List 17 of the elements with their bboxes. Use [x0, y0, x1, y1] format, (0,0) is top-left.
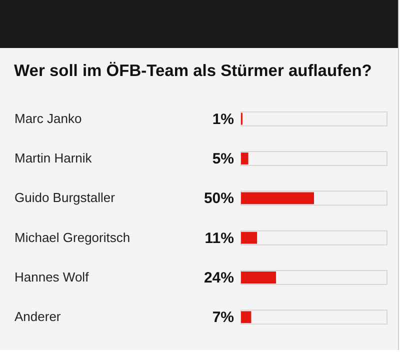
data-label: 1%: [212, 110, 234, 128]
y-tick-label: Martin Harnik: [14, 150, 92, 166]
data-label: 11%: [204, 230, 234, 247]
data-label: 24%: [204, 270, 234, 286]
bar: [241, 272, 276, 284]
y-tick-label: Michael Gregoritsch: [14, 230, 130, 245]
bar: [241, 311, 252, 324]
bar: [241, 152, 248, 164]
data-label: 50%: [204, 190, 234, 208]
chart-title: Wer soll im ÖFB-Team als Stürmer auflaufen?: [14, 62, 372, 81]
y-tick-label: Anderer: [14, 309, 62, 324]
y-tick-label: Marc Janko: [14, 110, 82, 126]
data-label: 7%: [212, 309, 234, 326]
bar: [241, 232, 258, 244]
data-label: 5%: [212, 150, 234, 168]
y-tick-label: Guido Burgstaller: [14, 190, 116, 206]
y-tick-label: Hannes Wolf: [14, 270, 90, 284]
